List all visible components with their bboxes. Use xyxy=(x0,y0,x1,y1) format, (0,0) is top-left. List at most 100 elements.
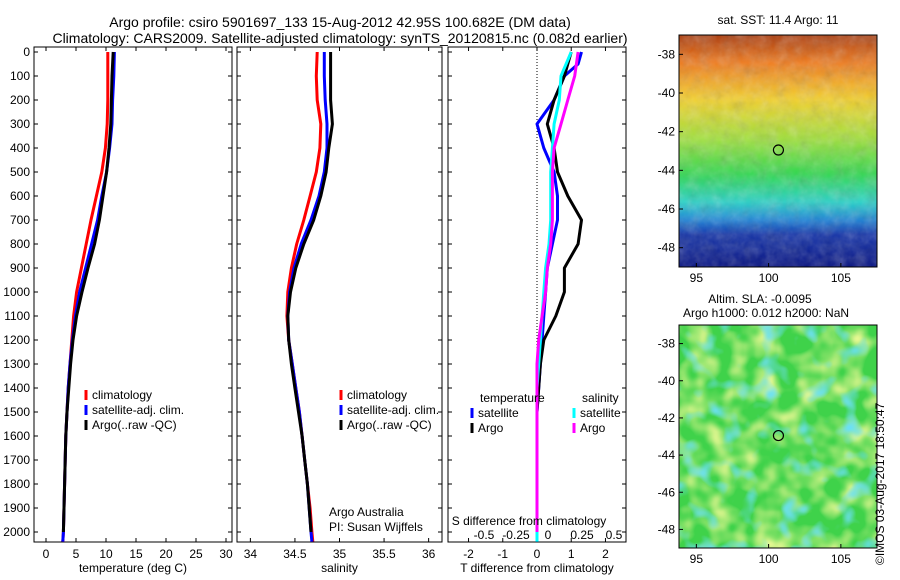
series-line-satellite xyxy=(535,51,573,542)
y-tick-label: 1800 xyxy=(3,477,30,491)
x-tick-label: 15 xyxy=(129,547,143,561)
y-tick-label: 1900 xyxy=(3,501,30,515)
x-tick-label: 25 xyxy=(189,547,203,561)
legend-label: climatology xyxy=(92,388,152,402)
map-x-tick-label: 100 xyxy=(759,552,779,566)
y-tick-label: 400 xyxy=(10,141,30,155)
y-tick-label: 1300 xyxy=(3,357,30,371)
plot-subtitle: Climatology: CARS2009. Satellite-adjuste… xyxy=(52,30,628,46)
x-tick-label: 34 xyxy=(244,547,258,561)
top-axis-label: S difference from climatology xyxy=(452,514,607,528)
y-tick-label: 700 xyxy=(10,213,30,227)
sla-map: -38 -40 -42 -44 -46 -48 95 100 105 Altim. SLA: -0… xyxy=(658,292,878,566)
argo-position-marker xyxy=(772,144,785,156)
x-tick-label: 2 xyxy=(602,547,609,561)
y-tick-label: 800 xyxy=(10,237,30,251)
map-x-tick-label: 100 xyxy=(759,271,779,285)
credit-line-1: Argo Australia xyxy=(329,505,404,519)
y-tick-label: 1100 xyxy=(4,309,30,323)
y-tick-label: 600 xyxy=(10,189,30,203)
x-tick-label: 30 xyxy=(219,547,233,561)
map-subtitle: Argo h1000: 0.012 h2000: NaN xyxy=(683,306,849,320)
map-x-tick-label: 95 xyxy=(690,271,704,285)
legend-title-salinity: salinity xyxy=(582,391,619,405)
legend-label: climatology xyxy=(347,388,407,402)
legend-label: Argo(..raw -QC) xyxy=(92,418,177,432)
y-tick-label: 1400 xyxy=(3,381,30,395)
imos-timestamp: ©IMOS 03-Aug-2017 18:50:47 xyxy=(873,402,887,565)
y-tick-label: 100 xyxy=(10,69,30,83)
map-x-tick-label: 105 xyxy=(831,552,851,566)
legend-label: satellite xyxy=(580,406,621,420)
profile-panel-2: 34 34.5 35 35.5 36 salinity climatologysatelli… xyxy=(236,46,443,575)
map-frame xyxy=(678,34,878,268)
map-x-tick-label: 95 xyxy=(690,552,704,566)
legend-title-temperature: temperature xyxy=(480,391,545,405)
profile-panel-3: -2 -1 0 1 2T difference from climatology temp… xyxy=(447,46,627,575)
plot-title: Argo profile: csiro 5901697_133 15-Aug-2… xyxy=(109,14,571,30)
top-axis-tick-label: 0 xyxy=(545,528,552,542)
x-tick-label: 20 xyxy=(159,547,173,561)
legend-label: satellite-adj. clim. xyxy=(347,403,439,417)
y-tick-label: 1200 xyxy=(3,333,30,347)
map-y-tick-label: -48 xyxy=(658,522,676,536)
y-tick-label: 500 xyxy=(10,165,30,179)
panel-frame xyxy=(236,46,443,543)
top-axis-tick-label: -0.25 xyxy=(502,528,530,542)
series-line-argo xyxy=(535,51,583,532)
x-tick-label: 0 xyxy=(43,547,50,561)
x-axis-label: salinity xyxy=(321,561,358,575)
x-tick-label: 5 xyxy=(73,547,80,561)
legend-label: satellite-adj. clim. xyxy=(92,403,184,417)
map-y-tick-label: -38 xyxy=(658,337,676,351)
map-title: Altim. SLA: -0.0095 xyxy=(708,292,812,306)
x-tick-label: 35 xyxy=(333,547,347,561)
sla-lows xyxy=(679,325,877,548)
map-y-tick-label: -38 xyxy=(658,47,676,61)
credit-line-2: PI: Susan Wijffels xyxy=(329,520,423,534)
x-tick-label: 1 xyxy=(568,547,575,561)
y-tick-label: 1500 xyxy=(3,405,30,419)
map-frame xyxy=(678,324,878,549)
x-tick-label: -1 xyxy=(497,547,508,561)
legend-label: Argo xyxy=(478,421,504,435)
argo-position-marker xyxy=(772,429,785,442)
x-axis-label: temperature (deg C) xyxy=(79,561,187,575)
series-line-argo xyxy=(535,51,580,532)
x-tick-label: 36 xyxy=(422,547,436,561)
x-tick-label: -2 xyxy=(463,547,474,561)
map-y-tick-label: -42 xyxy=(658,411,676,425)
x-tick-label: 34.5 xyxy=(283,547,307,561)
map-y-tick-label: -48 xyxy=(658,241,676,255)
map-x-tick-label: 105 xyxy=(831,271,851,285)
legend-label: satellite xyxy=(478,406,519,420)
series-line-argo-raw-qc- xyxy=(61,51,115,533)
legend-label: Argo xyxy=(580,421,606,435)
y-tick-label: 900 xyxy=(10,261,30,275)
y-tick-label: 200 xyxy=(10,93,30,107)
series-line-argo-raw-qc- xyxy=(286,52,334,533)
map-y-tick-label: -42 xyxy=(658,125,676,139)
y-tick-label: 300 xyxy=(10,117,30,131)
top-axis-tick-label: 0.5 xyxy=(606,528,623,542)
y-tick-label: 2000 xyxy=(3,525,30,539)
y-tick-label: 1700 xyxy=(3,453,30,467)
map-y-tick-label: -44 xyxy=(658,163,676,177)
y-tick-label: 0 xyxy=(23,45,30,59)
legend-label: Argo(..raw -QC) xyxy=(347,418,432,432)
y-tick-label: 1600 xyxy=(3,429,30,443)
panel-frame xyxy=(33,46,233,543)
map-y-tick-label: -40 xyxy=(658,374,676,388)
y-tick-label: 1000 xyxy=(3,285,30,299)
x-axis-label: T difference from climatology xyxy=(460,561,614,575)
x-tick-label: 10 xyxy=(99,547,113,561)
x-tick-label: 0 xyxy=(534,547,541,561)
map-y-tick-label: -46 xyxy=(658,485,676,499)
top-axis-tick-label: 0.25 xyxy=(570,528,594,542)
sst-map: -38 -40 -42 -44 -46 -48 95 100 105 sat. SST: 11.4… xyxy=(658,13,878,285)
sst-texture xyxy=(679,35,877,267)
x-tick-label: 35.5 xyxy=(372,547,396,561)
map-title: sat. SST: 11.4 Argo: 11 xyxy=(718,13,839,27)
top-axis-tick-label: -0.5 xyxy=(474,528,495,542)
